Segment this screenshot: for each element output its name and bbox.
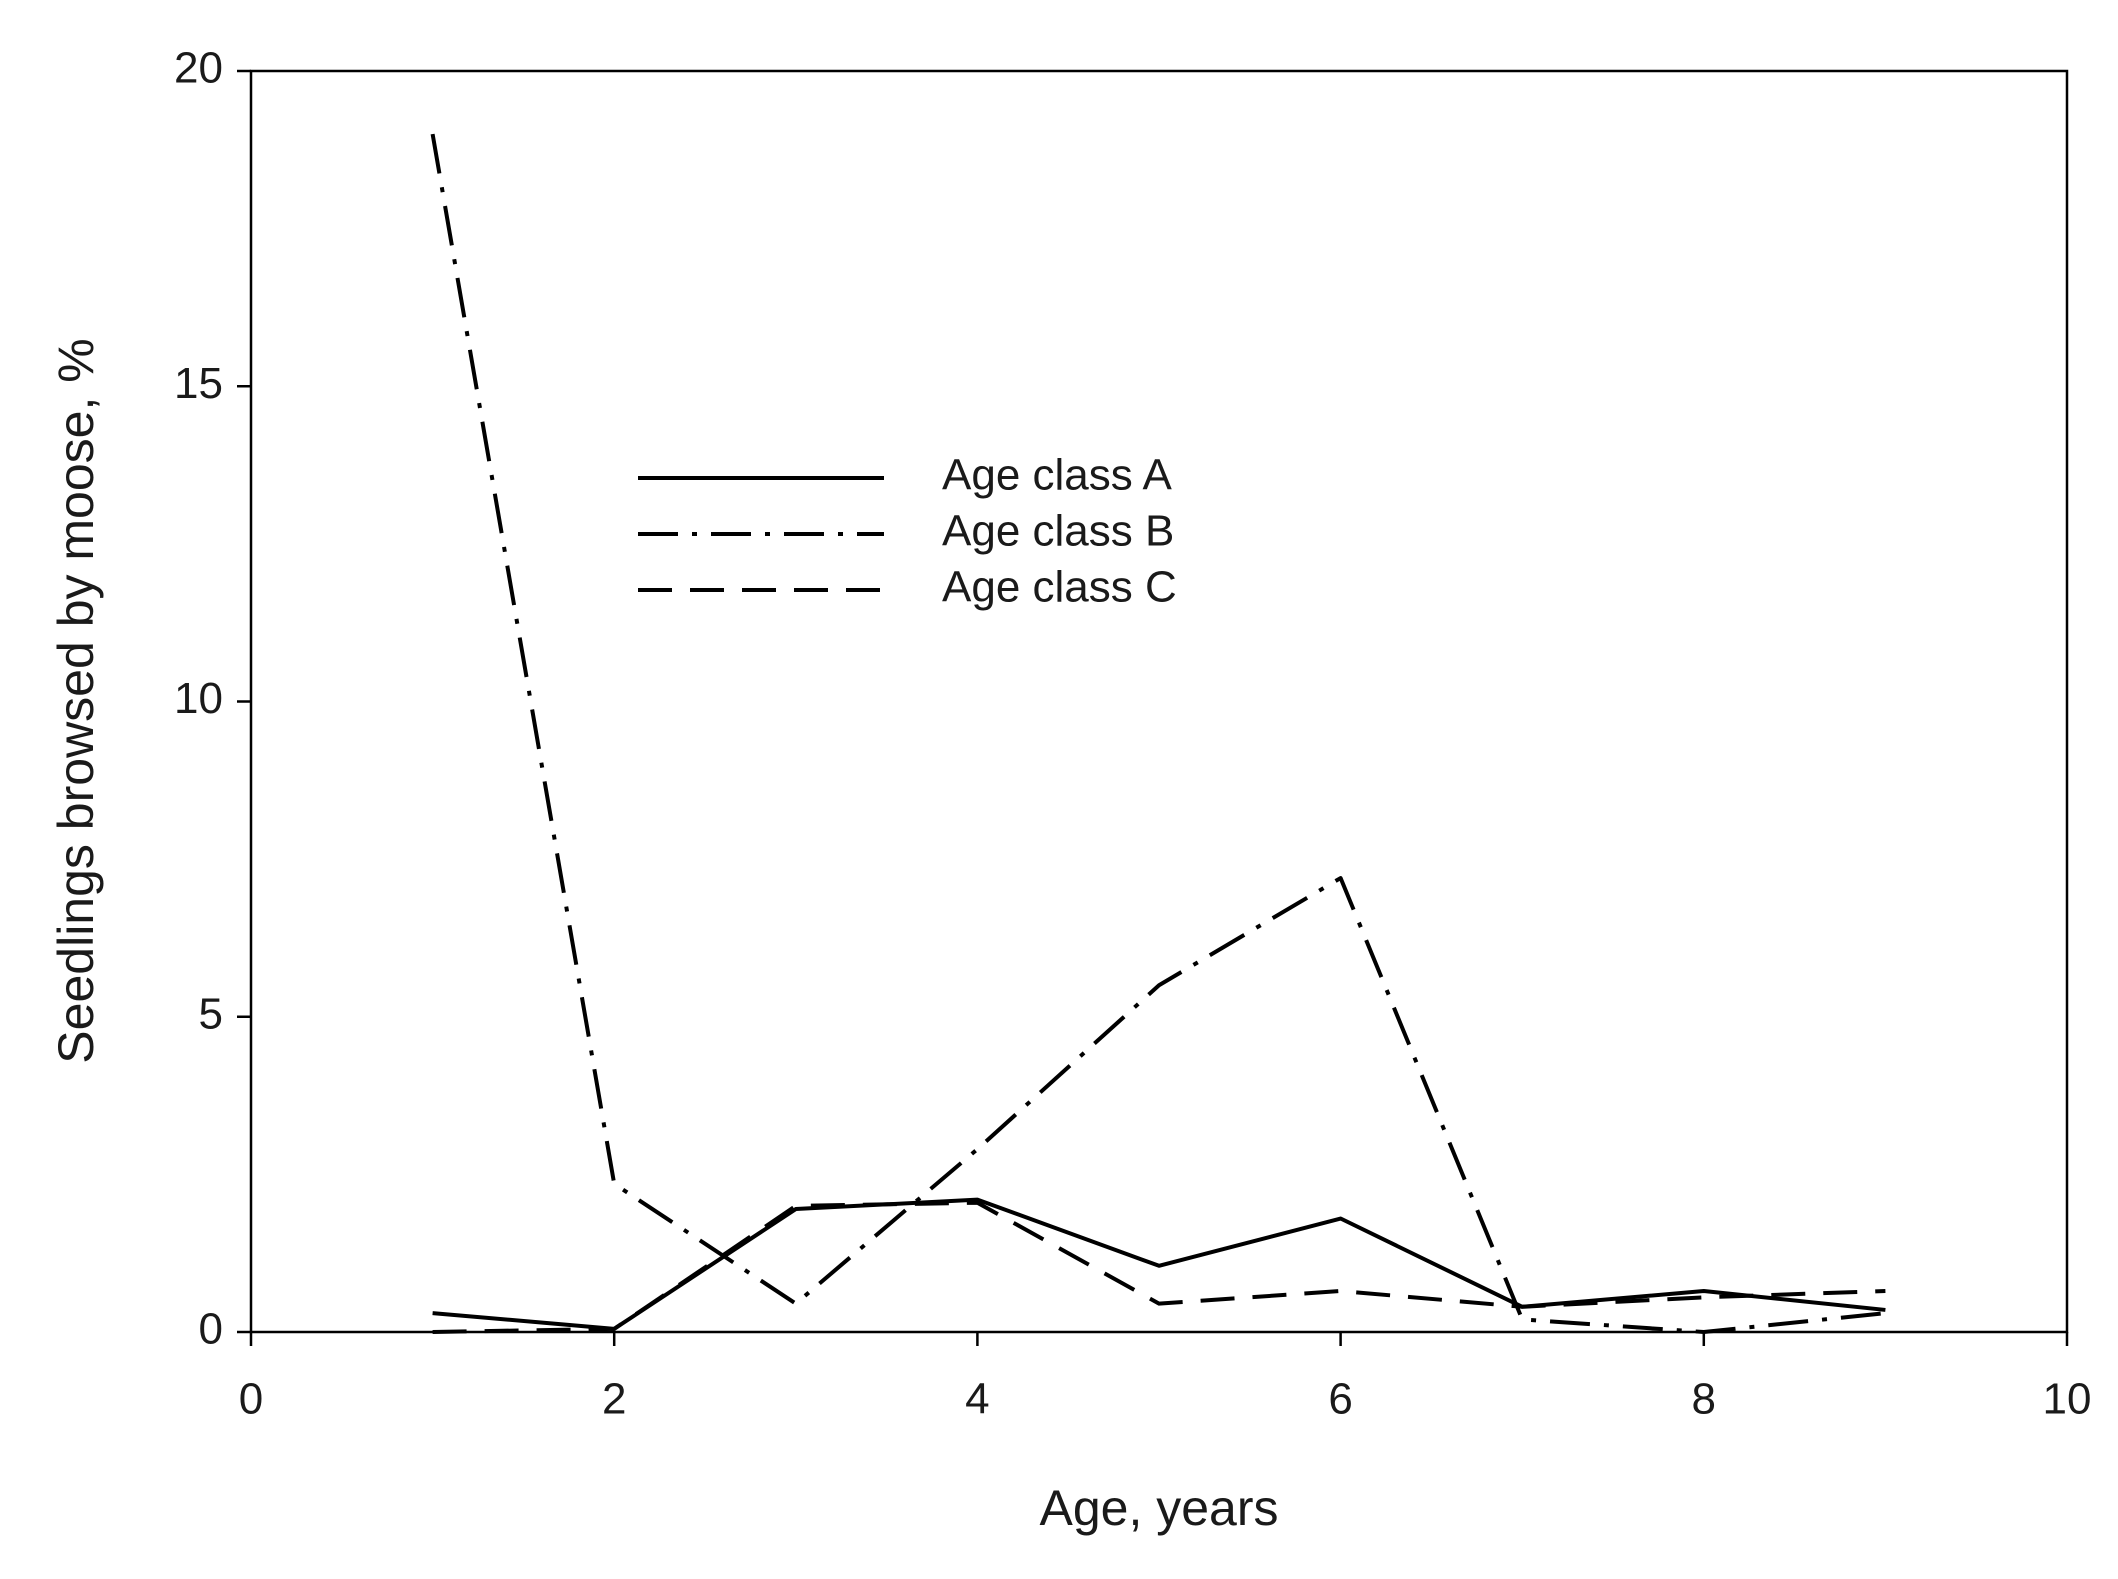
legend-label: Age class C [942,563,1177,612]
y-tick-label: 15 [174,359,223,408]
x-tick-label: 4 [965,1375,989,1424]
series-line [432,1200,1886,1334]
x-tick-label: 8 [1692,1375,1716,1424]
legend-label: Age class A [942,451,1173,500]
x-tick-label: 2 [602,1375,626,1424]
y-tick-label: 10 [174,674,223,723]
x-axis-title: Age, years [1039,1480,1278,1536]
x-tick-label: 6 [1328,1375,1352,1424]
series-line [432,1197,1886,1331]
y-axis-title: Seedlings browsed by moose, % [48,338,104,1063]
x-tick-label: 0 [239,1375,263,1424]
series-line [430,133,1886,1334]
x-tick-label: 10 [2043,1375,2092,1424]
plot-frame [249,69,2069,1334]
y-tick-label: 20 [174,44,223,93]
y-tick-label: 5 [199,989,223,1038]
legend-label: Age class B [942,507,1174,556]
y-tick-label: 0 [199,1305,223,1354]
